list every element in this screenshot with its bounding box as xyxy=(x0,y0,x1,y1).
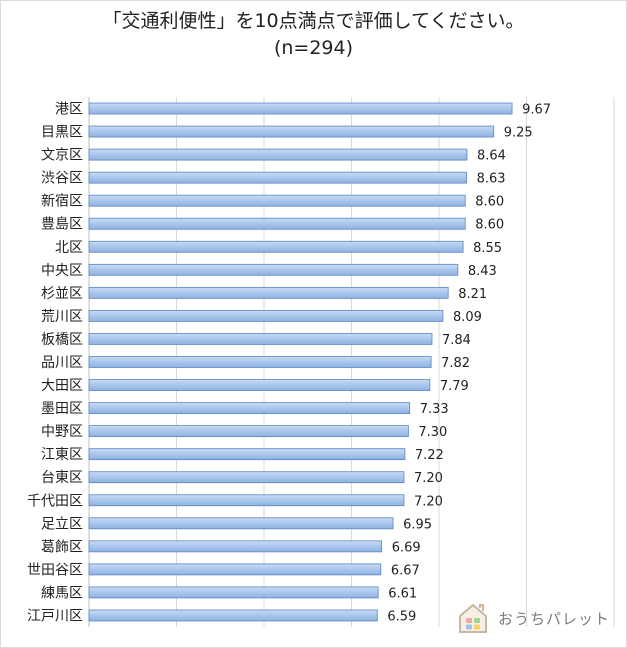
bar xyxy=(88,609,378,622)
category-label: 練馬区 xyxy=(41,585,83,601)
category-label: 品川区 xyxy=(41,355,83,371)
category-label: 文京区 xyxy=(41,148,83,164)
category-label: 葛飾区 xyxy=(41,539,83,555)
category-label: 中野区 xyxy=(41,424,83,440)
value-label: 8.21 xyxy=(458,287,487,302)
category-label: 豊島区 xyxy=(41,217,83,233)
category-label: 港区 xyxy=(55,102,83,118)
bar xyxy=(88,356,432,368)
category-label: 目黒区 xyxy=(41,125,83,141)
bar xyxy=(88,263,459,276)
category-label: 江東区 xyxy=(41,447,83,463)
bar xyxy=(88,586,379,599)
category-label: 新宿区 xyxy=(41,193,83,210)
bar xyxy=(88,540,383,553)
value-label: 7.22 xyxy=(415,448,444,463)
value-label: 9.25 xyxy=(504,126,533,141)
category-label: 世田谷区 xyxy=(27,562,83,578)
brand-name: おうちパレット xyxy=(498,609,611,628)
value-label: 7.20 xyxy=(414,494,443,509)
bar xyxy=(88,148,468,161)
value-label: 8.55 xyxy=(473,241,502,256)
value-label: 6.59 xyxy=(387,609,416,624)
chart-subtitle: (n=294) xyxy=(273,37,354,59)
bar xyxy=(88,333,433,345)
bar xyxy=(88,471,405,484)
category-label: 墨田区 xyxy=(41,401,83,417)
bar xyxy=(88,310,444,322)
value-label: 8.60 xyxy=(475,218,504,233)
category-label: 荒川区 xyxy=(41,309,83,325)
house-icon xyxy=(459,604,487,633)
value-label: 7.79 xyxy=(440,379,469,394)
value-label: 7.33 xyxy=(420,402,449,417)
category-label: 台東区 xyxy=(41,470,83,486)
value-label: 8.63 xyxy=(477,172,506,187)
category-label: 足立区 xyxy=(41,516,83,532)
value-label: 6.69 xyxy=(392,540,421,555)
value-label: 6.95 xyxy=(403,517,432,532)
bar xyxy=(88,194,466,207)
bar xyxy=(88,217,466,230)
value-label: 7.20 xyxy=(414,471,443,486)
bar xyxy=(88,402,411,414)
brand-logo: おうちパレット xyxy=(456,600,616,636)
value-label: 8.64 xyxy=(477,149,506,164)
labels: 港区 9.67 目黒区 9.25 文京区 8.64 渋谷区 8.63 新宿区 8.60 豊島区 8.6… xyxy=(27,102,551,625)
value-label: 6.67 xyxy=(391,563,420,578)
category-label: 杉並区 xyxy=(41,286,83,302)
value-label: 7.84 xyxy=(442,333,471,348)
category-label: 大田区 xyxy=(41,378,83,394)
bar xyxy=(88,494,405,507)
bar xyxy=(88,448,406,461)
category-label: 板橋区 xyxy=(41,332,83,348)
category-label: 中央区 xyxy=(41,263,83,279)
chart-title-block: 「交通利便性」を10点満点で評価してください。 (n=294) xyxy=(0,8,627,62)
bar xyxy=(88,379,431,391)
bar xyxy=(88,286,449,299)
value-label: 7.82 xyxy=(441,356,470,371)
chart-title: 「交通利便性」を10点満点で評価してください。 xyxy=(102,10,525,32)
bar xyxy=(88,171,467,184)
category-label: 江戸川区 xyxy=(27,608,83,624)
value-label: 8.43 xyxy=(468,264,497,279)
bar xyxy=(88,240,464,253)
value-label: 6.61 xyxy=(388,586,417,601)
bar xyxy=(88,125,495,138)
category-label: 北区 xyxy=(55,240,83,256)
value-label: 8.60 xyxy=(475,195,504,210)
bar xyxy=(88,425,409,438)
bar xyxy=(88,517,394,530)
bar xyxy=(88,102,513,115)
bars xyxy=(88,102,513,622)
value-label: 8.09 xyxy=(453,310,482,325)
bar xyxy=(88,563,382,576)
category-label: 渋谷区 xyxy=(41,171,83,187)
category-label: 千代田区 xyxy=(27,493,83,509)
value-label: 7.30 xyxy=(418,425,447,440)
value-label: 9.67 xyxy=(522,103,551,118)
